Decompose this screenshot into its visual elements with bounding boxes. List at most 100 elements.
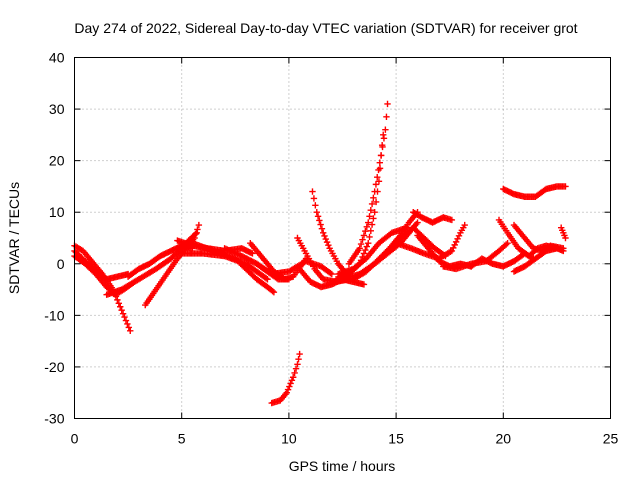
data-point: [370, 215, 377, 222]
data-point: [322, 235, 329, 243]
data-point: [448, 216, 456, 224]
data-point: [192, 230, 200, 237]
grid: [74, 57, 611, 419]
x-tick-label: 0: [71, 431, 79, 447]
data-point: [362, 227, 369, 235]
data-point: [363, 223, 370, 231]
data-point: [122, 317, 130, 324]
data-point: [264, 276, 271, 283]
data-point: [356, 245, 363, 252]
data-point: [328, 270, 335, 278]
data-point: [361, 256, 368, 263]
data-point: [312, 202, 319, 209]
data-point: [270, 288, 278, 296]
data-point: [379, 143, 386, 151]
data-point: [327, 269, 334, 277]
data-point: [191, 234, 198, 242]
data-point: [560, 247, 567, 255]
data-point: [365, 219, 372, 226]
data-point: [121, 313, 128, 321]
data-point: [380, 131, 387, 139]
plot-frame: [74, 57, 611, 419]
chart-title: Day 274 of 2022, Sidereal Day-to-day VTE…: [74, 20, 577, 36]
series-track-21: [350, 209, 421, 283]
data-point: [375, 166, 382, 174]
data-point: [283, 389, 290, 396]
data-point: [309, 188, 316, 195]
data-point: [296, 350, 303, 358]
data-point: [291, 369, 298, 377]
data-point: [377, 253, 385, 261]
data-point: [262, 275, 270, 282]
y-tick-label: 20: [49, 153, 65, 169]
data-point: [295, 355, 302, 363]
data-point: [294, 361, 301, 368]
data-point: [317, 221, 324, 228]
data-point: [292, 365, 300, 372]
data-point: [357, 240, 365, 248]
data-point: [124, 320, 131, 328]
data-point: [320, 229, 327, 237]
data-point: [316, 217, 323, 224]
data-point: [365, 239, 372, 247]
tick-labels: 0 5 10 15 20 25 -30 -20 -10 0 10 20 30 40: [44, 50, 618, 447]
data-point: [195, 221, 203, 229]
y-tick-label: 0: [57, 256, 65, 272]
x-tick-label: 5: [178, 431, 186, 447]
series-track-23: [410, 209, 456, 226]
data-point: [325, 242, 332, 249]
data-point: [284, 386, 292, 393]
series-track-30: [510, 245, 567, 275]
data-point: [380, 135, 388, 142]
data-point: [114, 296, 121, 304]
data-point: [119, 310, 127, 317]
series-track-31: [500, 183, 569, 200]
data-point: [314, 213, 322, 220]
series-track-13: [268, 350, 303, 407]
data-point: [454, 235, 461, 243]
axis-ticks: [74, 57, 611, 419]
data-point: [383, 113, 390, 121]
y-tick-label: -10: [44, 307, 64, 323]
data-point: [289, 374, 297, 381]
data-point: [414, 219, 421, 226]
x-axis-label: GPS time / hours: [289, 458, 396, 474]
data-point: [452, 238, 460, 246]
x-tick-label: 10: [281, 431, 297, 447]
series-track-9: [189, 239, 278, 296]
data-point: [382, 126, 389, 133]
data-point: [288, 377, 296, 384]
data-point: [287, 380, 294, 387]
data-point: [366, 213, 373, 220]
data-point: [451, 241, 458, 249]
data-point: [286, 383, 293, 390]
data-point: [125, 324, 133, 331]
data-point: [450, 244, 457, 252]
data-point: [313, 209, 320, 216]
data-point: [321, 232, 328, 240]
y-axis-label: SDTVAR / TECUs: [6, 182, 22, 294]
data-point: [376, 159, 384, 166]
data-point: [375, 256, 382, 263]
data-point: [376, 255, 383, 262]
data-point: [194, 226, 201, 233]
data-point: [117, 303, 124, 310]
x-tick-label: 15: [388, 431, 404, 447]
data-point: [375, 178, 383, 185]
y-tick-label: -20: [44, 359, 64, 375]
plot-area: [71, 100, 569, 407]
data-point: [447, 248, 454, 255]
data-point: [461, 221, 468, 229]
series-track-15: [309, 188, 348, 275]
data-point: [377, 152, 385, 159]
data-point: [310, 195, 318, 202]
data-point: [371, 209, 378, 216]
data-point: [127, 327, 134, 335]
data-point: [371, 188, 378, 195]
data-point: [366, 233, 373, 241]
y-tick-label: 40: [49, 50, 65, 66]
series-track-18: [345, 100, 391, 267]
data-point: [384, 100, 391, 108]
data-point: [323, 238, 331, 246]
